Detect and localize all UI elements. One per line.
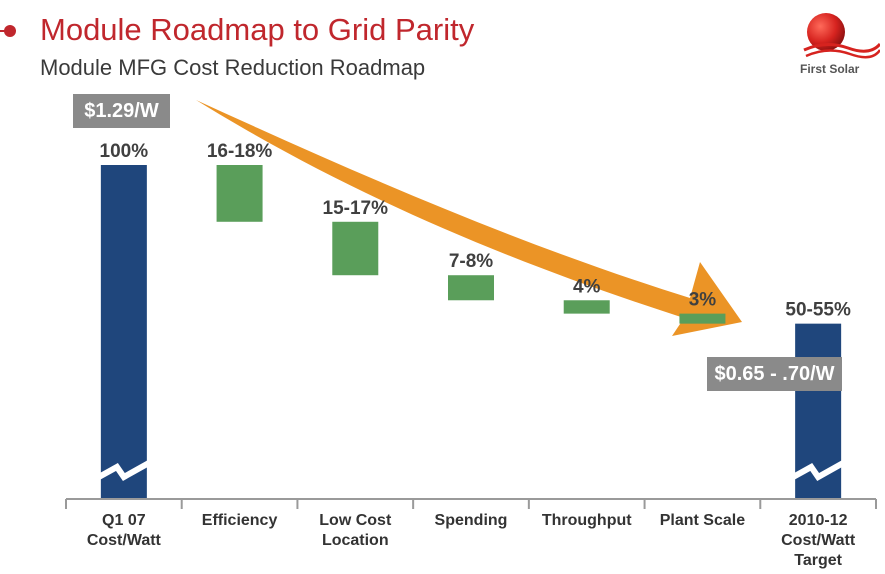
bar-6 [679,313,726,324]
x-tick-label-line: Throughput [542,512,632,529]
data-label-7: 50-55% [785,300,851,321]
bar-2 [216,165,263,222]
x-tick-label-5: Throughput [542,512,632,529]
page-subtitle: Module MFG Cost Reduction Roadmap [40,55,426,80]
x-tick-label-1: Q1 07 Cost/Watt [87,512,162,549]
data-label-4: 7-8% [449,251,493,272]
page-title: Module Roadmap to Grid Parity [40,12,475,47]
logo-text: First Solar [800,62,860,76]
x-tick-label-line: 2010-12 [789,512,848,529]
bar-3 [332,221,379,276]
x-tick-label-line: Low Cost [319,512,392,529]
title-bullet-icon [0,25,16,37]
x-tick-label-4: Spending [435,512,508,529]
x-tick-label-line: Efficiency [202,512,278,529]
x-tick-label-3: Low Cost Location [319,512,392,549]
x-tick-label-line: Plant Scale [660,512,745,529]
trend-arrow [196,100,742,336]
data-label-5: 4% [573,276,601,297]
x-tick-label-line: Q1 07 [102,512,146,529]
target-cost-callout: $0.65 - .70/W [707,357,842,391]
x-tick-label-line: Spending [435,512,508,529]
bar-1 [100,165,147,499]
x-tick-label-line: Cost/Watt [781,532,856,549]
x-tick-label-line: Location [322,532,389,549]
data-label-6: 3% [689,290,717,311]
data-label-3: 15-17% [323,198,389,219]
bar-4 [448,275,494,301]
x-tick-label-2: Efficiency [202,512,278,529]
x-tick-label-line: Cost/Watt [87,532,162,549]
data-label-2: 16-18% [207,141,273,162]
start-cost-callout: $1.29/W [73,94,170,128]
x-tick-label-7: 2010-12 Cost/Watt Target [781,512,856,569]
x-tick-label-6: Plant Scale [660,512,745,529]
first-solar-logo-icon [803,13,880,59]
bar-5 [563,300,610,314]
axis-break-7 [791,460,845,481]
axis-break-1 [97,460,151,481]
data-label-1: 100% [100,141,149,162]
x-tick-label-line: Target [794,552,842,569]
